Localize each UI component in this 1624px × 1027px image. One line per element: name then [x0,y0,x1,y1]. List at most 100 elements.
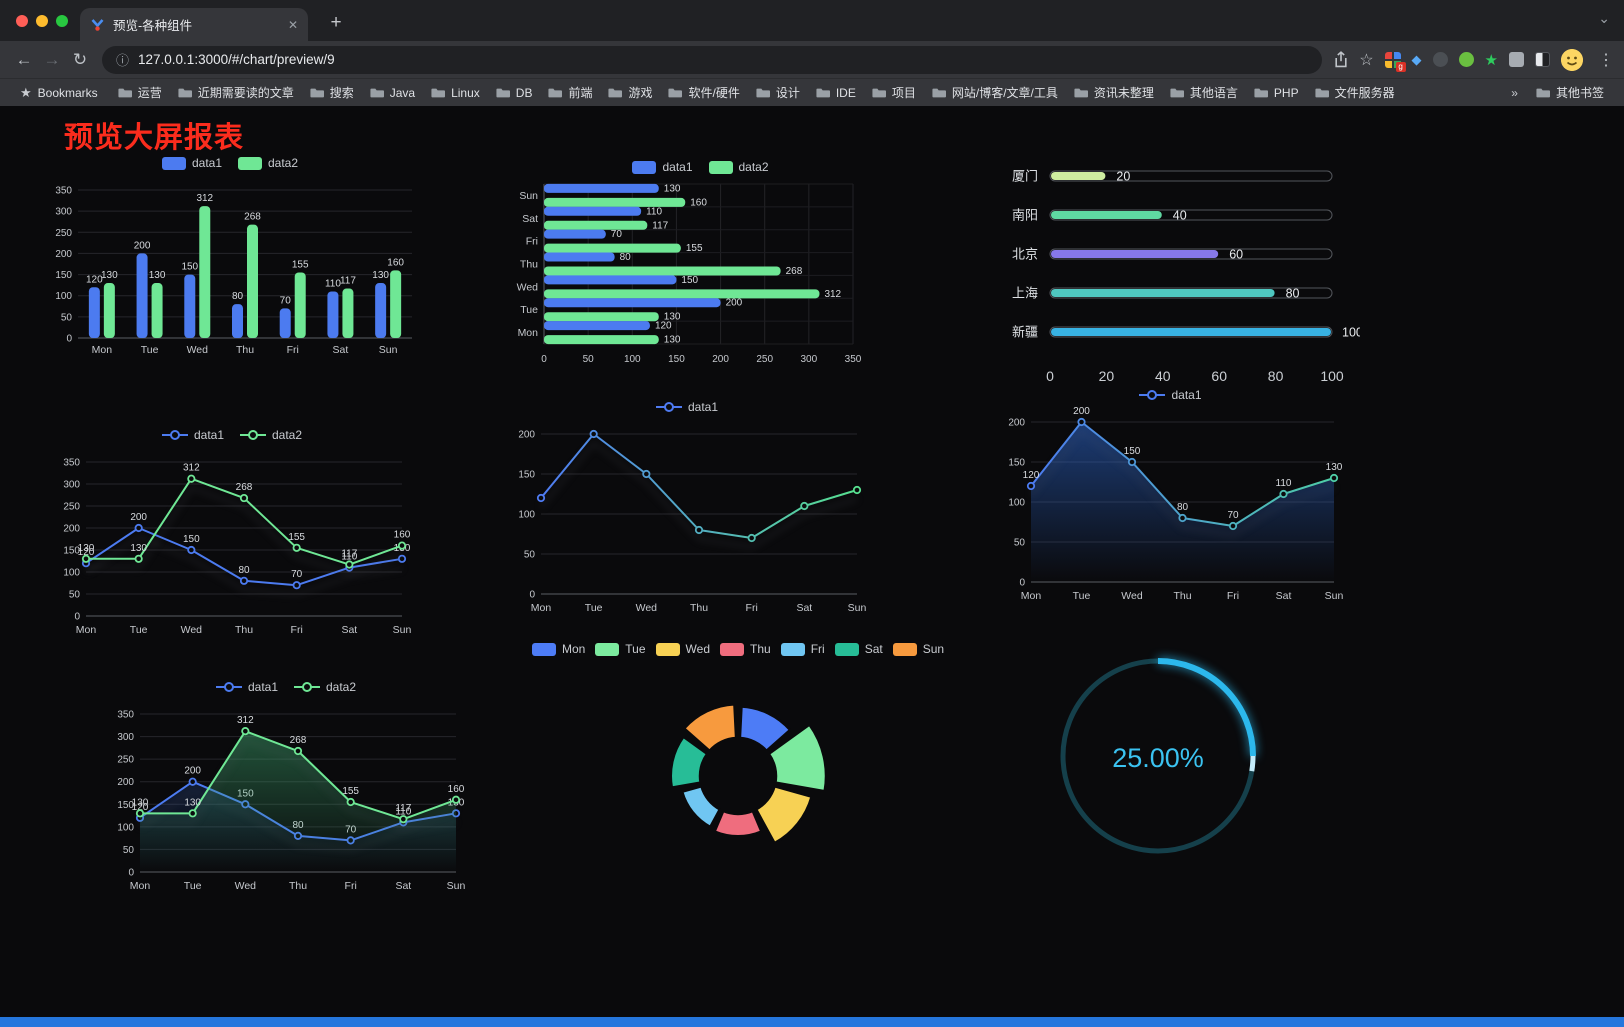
bookmark-folder-label: 网站/博客/文章/工具 [951,86,1058,100]
tab-search-chevron-icon[interactable]: ⌄ [1598,10,1610,26]
legend-swatch-icon [720,642,744,656]
svg-text:Wed: Wed [181,624,203,636]
svg-text:117: 117 [395,803,411,814]
legend-item[interactable]: data1 [1139,388,1202,402]
legend-item[interactable]: Mon [531,642,585,656]
extension-dark-circle-icon[interactable] [1432,52,1448,67]
reload-button[interactable]: ↻ [72,49,88,69]
svg-text:130: 130 [130,543,147,554]
bookmark-folder[interactable]: 项目 [864,84,924,101]
legend-item[interactable]: data2 [240,428,302,442]
legend-item[interactable]: data1 [215,680,278,694]
legend-swatch-icon [294,686,320,688]
bookmarks-overflow-chevron[interactable]: » [1511,85,1518,100]
svg-text:250: 250 [756,354,773,365]
legend-swatch-icon [215,686,242,688]
chart-canvas [669,702,828,845]
bookmark-folder[interactable]: Linux [423,86,488,100]
folder-icon [118,87,132,99]
svg-text:200: 200 [1008,418,1025,429]
minimize-window-button[interactable] [36,15,48,27]
legend-item[interactable]: data1 [632,160,693,174]
extension-reader-icon[interactable] [1535,52,1550,67]
extension-grid-icon[interactable]: g [1384,51,1406,72]
bookmark-folder[interactable]: 网站/博客/文章/工具 [924,84,1066,101]
address-bar[interactable]: ⓘ 127.0.0.1:3000/#/chart/preview/9 [102,45,1323,74]
chart-canvas: 0 50 100 150 200 250 300 350 Mon Tue Wed Thu Fri Sat S… [63,458,411,637]
folder-icon [1170,87,1184,99]
bookmark-folder[interactable]: 其他语言 [1162,84,1246,101]
svg-text:150: 150 [183,534,200,545]
profile-avatar[interactable] [1561,48,1583,71]
legend-label: Fri [810,642,825,656]
legend-item[interactable]: data2 [294,680,356,694]
bookmark-folder[interactable]: 近期需要读的文章 [170,84,302,101]
svg-text:厦门: 厦门 [1012,169,1038,184]
tab-close-icon[interactable]: ✕ [287,17,298,32]
kebab-menu-icon[interactable]: ⋮ [1598,51,1614,69]
legend-item[interactable]: Fri [780,642,825,656]
new-tab-button[interactable]: + [330,12,342,33]
svg-text:268: 268 [786,266,803,277]
svg-text:150: 150 [63,546,80,557]
other-bookmarks[interactable]: 其他书签 [1528,84,1612,101]
bookmark-folder-label: Java [389,85,416,100]
legend-item[interactable]: Wed [655,642,710,656]
svg-text:120: 120 [132,802,149,813]
zoom-window-button[interactable] [56,15,68,27]
back-button[interactable]: ← [15,49,33,69]
extension-puzzle-icon[interactable] [1509,52,1524,67]
svg-text:150: 150 [1124,446,1141,457]
bookmarks-root[interactable]: ★ Bookmarks [12,85,106,101]
svg-text:上海: 上海 [1012,286,1038,301]
legend-item[interactable]: data2 [708,160,769,174]
bookmark-folder[interactable]: 资讯未整理 [1066,84,1162,101]
legend-item[interactable]: Sat [834,642,883,656]
browser-tab[interactable]: 预览-各种组件 ✕ [80,8,308,41]
bookmark-folder-label: 其他语言 [1189,86,1238,100]
svg-text:200: 200 [55,249,72,260]
bookmark-folder[interactable]: 搜索 [302,84,362,101]
legend-item[interactable]: Sun [892,642,944,656]
svg-text:Thu: Thu [236,344,254,356]
bookmark-star-icon[interactable]: ☆ [1359,51,1374,69]
svg-text:Thu: Thu [1173,590,1191,602]
legend-label: data1 [191,156,222,170]
legend-swatch-icon [892,642,917,656]
bookmark-folder[interactable]: PHP [1246,86,1307,100]
legend-item[interactable]: Tue [595,642,646,656]
svg-text:250: 250 [63,502,80,513]
svg-text:268: 268 [290,735,307,746]
bookmark-folder[interactable]: 运营 [110,84,170,101]
legend-item[interactable]: data1 [161,156,222,170]
extension-green-circle-icon[interactable] [1458,52,1474,67]
svg-text:80: 80 [232,291,244,302]
legend-item[interactable]: Thu [720,642,771,656]
svg-text:100: 100 [55,291,72,302]
close-window-button[interactable] [16,15,28,27]
bookmark-folder[interactable]: 游戏 [600,84,660,101]
svg-text:0: 0 [66,334,72,345]
share-icon[interactable] [1334,51,1348,68]
svg-text:312: 312 [196,193,213,204]
bookmark-folder[interactable]: 前端 [540,84,600,101]
legend-item[interactable]: data2 [238,156,298,170]
bookmark-folder[interactable]: 文件服务器 [1307,84,1403,101]
bookmark-folder[interactable]: IDE [808,86,864,100]
svg-text:160: 160 [690,197,707,208]
forward-button[interactable]: → [43,49,61,69]
svg-text:155: 155 [686,243,703,254]
site-info-icon[interactable]: ⓘ [116,53,130,68]
chart-canvas: 0 50 100 150 200 250 300 350 Mon Tue Wed Thu Fri Sat S… [117,710,465,893]
bookmark-folder[interactable]: DB [488,86,541,100]
legend-item[interactable]: data1 [655,400,718,414]
bookmark-folder[interactable]: 软件/硬件 [660,84,747,101]
svg-text:Sat: Sat [333,344,349,356]
extension-star-icon[interactable]: ★ [1484,51,1498,69]
legend-item[interactable]: data1 [161,428,224,442]
bookmark-folder[interactable]: 设计 [748,84,808,101]
svg-text:250: 250 [117,755,134,766]
bookmark-folder[interactable]: Java [362,86,423,100]
extension-gem-icon[interactable]: ◆ [1411,51,1422,67]
tab-favicon [90,17,105,32]
